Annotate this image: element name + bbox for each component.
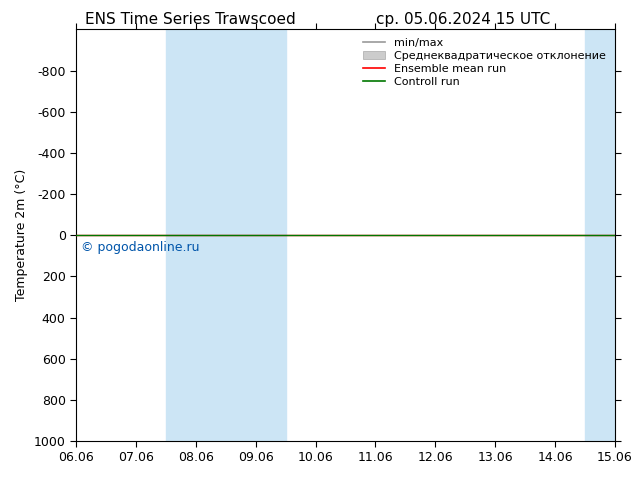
Bar [226,29,286,441]
Text: © pogodaonline.ru: © pogodaonline.ru [81,242,200,254]
Text: ENS Time Series Trawscoed: ENS Time Series Trawscoed [85,12,295,27]
Y-axis label: Temperature 2m (°C): Temperature 2m (°C) [15,169,29,301]
Legend: min/max, Среднеквадратическое отклонение, Ensemble mean run, Controll run: min/max, Среднеквадратическое отклонение… [359,35,609,90]
Text: ср. 05.06.2024 15 UTC: ср. 05.06.2024 15 UTC [376,12,550,27]
Bar [585,29,634,441]
Bar [166,29,226,441]
